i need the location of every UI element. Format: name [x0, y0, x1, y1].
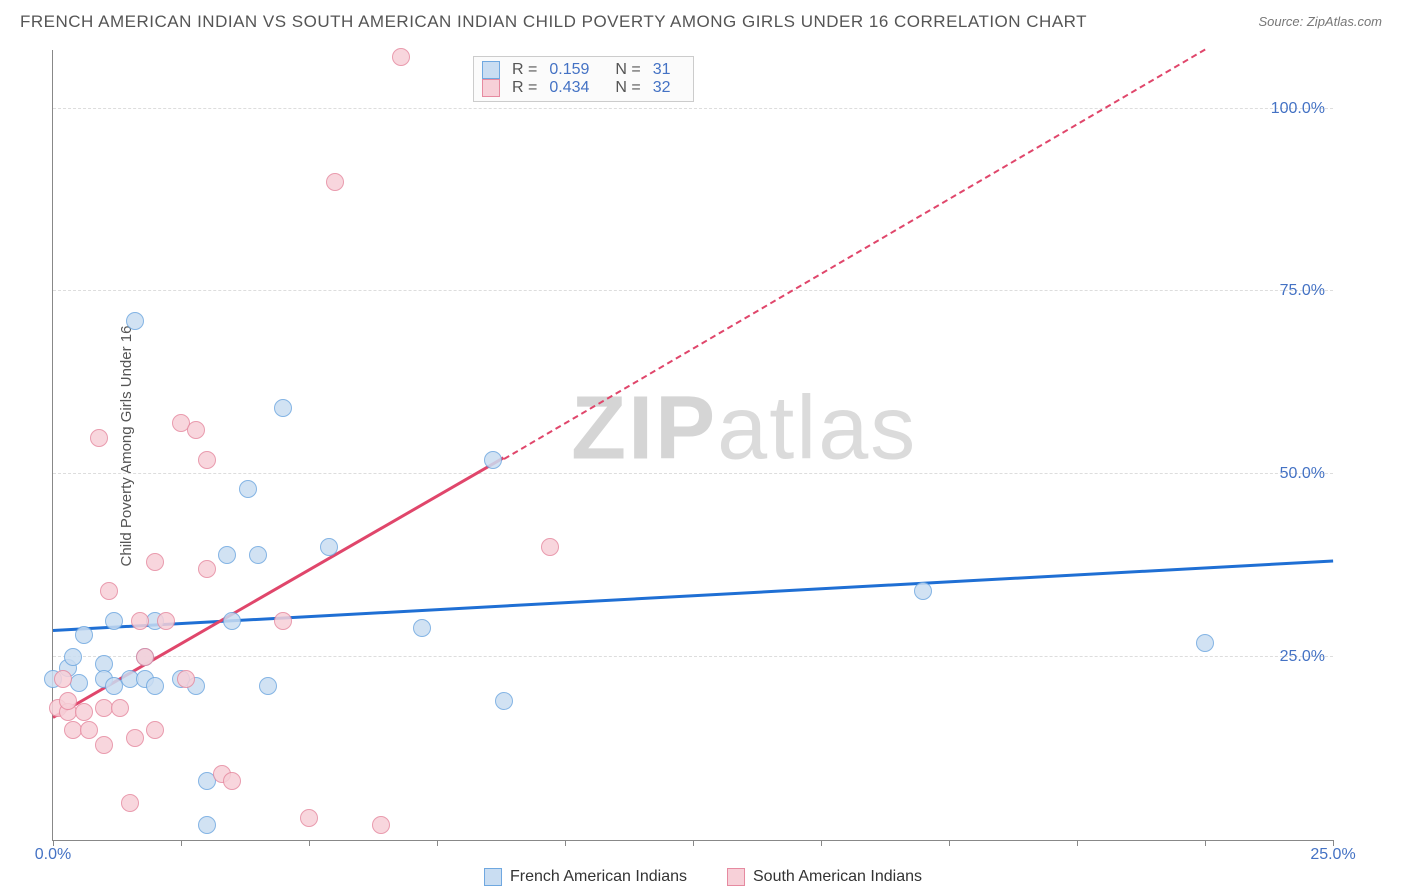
data-point: [1196, 634, 1214, 652]
legend-swatch: [727, 868, 745, 886]
data-point: [198, 560, 216, 578]
data-point: [146, 677, 164, 695]
y-tick-label: 100.0%: [1271, 100, 1325, 118]
data-point: [413, 619, 431, 637]
data-point: [198, 816, 216, 834]
y-tick-label: 75.0%: [1280, 282, 1325, 300]
data-point: [392, 48, 410, 66]
x-tick: [949, 840, 950, 846]
n-label: N =: [615, 61, 640, 79]
legend-label: South American Indians: [753, 868, 922, 886]
x-tick: [309, 840, 310, 846]
data-point: [105, 612, 123, 630]
data-point: [136, 648, 154, 666]
data-point: [131, 612, 149, 630]
x-tick: [1077, 840, 1078, 846]
data-point: [80, 721, 98, 739]
data-point: [274, 612, 292, 630]
x-tick-label: 25.0%: [1310, 846, 1355, 864]
data-point: [75, 703, 93, 721]
correlation-row: R = 0.434 N = 32: [482, 79, 685, 97]
source-label: Source: ZipAtlas.com: [1258, 14, 1382, 29]
correlation-row: R = 0.159 N = 31: [482, 61, 685, 79]
data-point: [249, 546, 267, 564]
trendline-extrapolated: [503, 48, 1205, 459]
legend-swatch: [484, 868, 502, 886]
legend-item: French American Indians: [484, 868, 687, 886]
data-point: [300, 809, 318, 827]
data-point: [914, 582, 932, 600]
data-point: [223, 612, 241, 630]
data-point: [484, 451, 502, 469]
series-legend: French American Indians South American In…: [484, 868, 922, 886]
legend-label: French American Indians: [510, 868, 687, 886]
trendline: [53, 559, 1333, 631]
y-tick-label: 50.0%: [1280, 465, 1325, 483]
data-point: [274, 399, 292, 417]
gridline: [53, 290, 1333, 291]
n-value: 32: [653, 79, 671, 97]
y-tick-label: 25.0%: [1280, 648, 1325, 666]
data-point: [95, 736, 113, 754]
x-tick: [693, 840, 694, 846]
data-point: [100, 582, 118, 600]
data-point: [126, 312, 144, 330]
legend-swatch: [482, 61, 500, 79]
data-point: [111, 699, 129, 717]
data-point: [320, 538, 338, 556]
x-tick-label: 0.0%: [35, 846, 71, 864]
legend-swatch: [482, 79, 500, 97]
data-point: [121, 794, 139, 812]
plot-area: ZIPatlas R = 0.159 N = 31 R = 0.434 N = 32 25.0…: [52, 50, 1333, 841]
data-point: [177, 670, 195, 688]
x-tick: [821, 840, 822, 846]
n-label: N =: [615, 79, 640, 97]
data-point: [146, 553, 164, 571]
data-point: [70, 674, 88, 692]
data-point: [495, 692, 513, 710]
x-tick: [1205, 840, 1206, 846]
data-point: [146, 721, 164, 739]
x-tick: [181, 840, 182, 846]
r-value: 0.159: [549, 61, 589, 79]
data-point: [372, 816, 390, 834]
data-point: [64, 648, 82, 666]
data-point: [239, 480, 257, 498]
r-label: R =: [512, 79, 537, 97]
data-point: [126, 729, 144, 747]
r-value: 0.434: [549, 79, 589, 97]
x-tick: [437, 840, 438, 846]
data-point: [54, 670, 72, 688]
data-point: [326, 173, 344, 191]
x-tick: [565, 840, 566, 846]
data-point: [223, 772, 241, 790]
data-point: [187, 421, 205, 439]
chart-title: FRENCH AMERICAN INDIAN VS SOUTH AMERICAN…: [20, 12, 1087, 32]
correlation-legend: R = 0.159 N = 31 R = 0.434 N = 32: [473, 56, 694, 102]
gridline: [53, 473, 1333, 474]
data-point: [541, 538, 559, 556]
data-point: [259, 677, 277, 695]
data-point: [198, 451, 216, 469]
data-point: [75, 626, 93, 644]
legend-item: South American Indians: [727, 868, 922, 886]
watermark: ZIPatlas: [571, 378, 917, 481]
r-label: R =: [512, 61, 537, 79]
gridline: [53, 656, 1333, 657]
data-point: [218, 546, 236, 564]
data-point: [157, 612, 175, 630]
n-value: 31: [653, 61, 671, 79]
gridline: [53, 108, 1333, 109]
data-point: [90, 429, 108, 447]
